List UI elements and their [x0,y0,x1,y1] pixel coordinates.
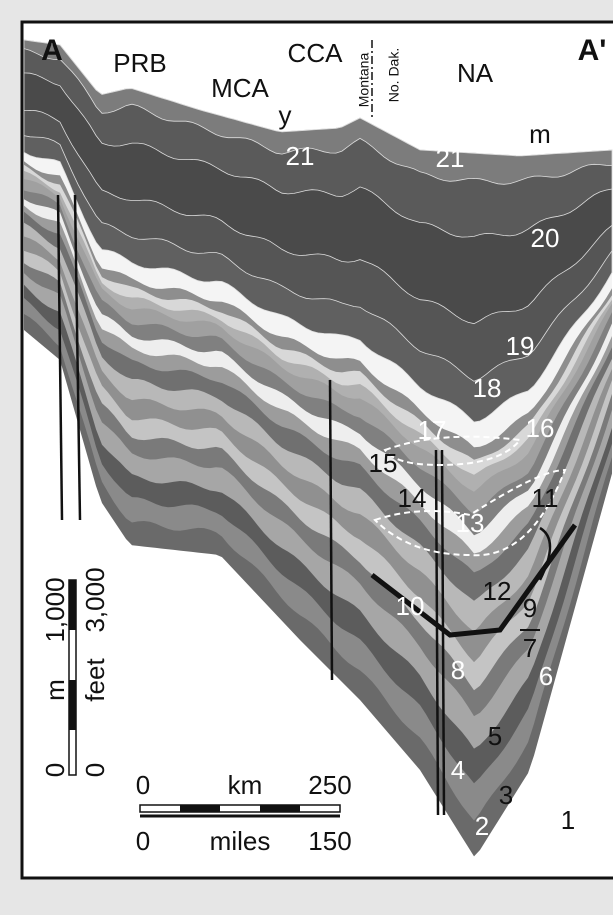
unit-label: 21 [436,143,465,173]
unit-label: 12 [483,576,512,606]
unit-label: 5 [488,721,502,751]
unit-label: 1 [561,805,575,835]
region: CCA [288,38,344,68]
unit-label: 14 [398,483,427,513]
unit-label: 11 [532,483,559,513]
scale-label: 0 [80,763,110,777]
region: MCA [211,73,269,103]
scale-bar-segment [69,680,76,730]
scale-bar-segment [69,580,76,630]
scale-label: 250 [308,770,351,800]
scale-label: feet [80,658,110,702]
unit-label: 20 [531,223,560,253]
unit-label: 8 [451,655,465,685]
scale-label: m [40,679,70,701]
unit-label: 10 [396,591,425,621]
scale-label: 150 [308,826,351,856]
unit-label: 4 [451,755,465,785]
page: A A' PRB MCA CCA NA Montana No. Dak. y m… [0,0,613,915]
scale-bar-h [140,805,340,812]
unit-label: 9 [523,593,537,623]
unit-label: 16 [526,413,555,443]
unit-label: 13 [456,508,485,538]
unit-label: 18 [473,373,502,403]
unit-label: 19 [506,331,535,361]
region: PRB [113,48,166,78]
state: No. Dak. [386,48,402,102]
scale-label: 1,000 [40,577,70,642]
scale-label: 0 [136,770,150,800]
scale-label: miles [210,826,271,856]
marker: m [529,119,551,149]
region: NA [457,58,494,88]
unit-label: 3 [499,780,513,810]
section-end: A' [578,34,607,67]
scale-bar-segment [180,805,220,812]
cross-section-figure: A A' PRB MCA CCA NA Montana No. Dak. y m… [0,0,613,915]
scale-label: 0 [136,826,150,856]
scale-label: 3,000 [80,567,110,632]
state: Montana [356,53,372,108]
unit-label: 17 [418,415,447,445]
unit-label: 6 [539,661,553,691]
scale-label: 0 [40,763,70,777]
unit-label: 7 [523,633,537,663]
marker: y [279,100,292,130]
scale-bar-segment [260,805,300,812]
unit-label: 2 [475,811,489,841]
scale-label: km [228,770,263,800]
unit-label: 15 [369,448,398,478]
unit-label: 21 [286,141,315,171]
section-end: A [41,34,63,67]
